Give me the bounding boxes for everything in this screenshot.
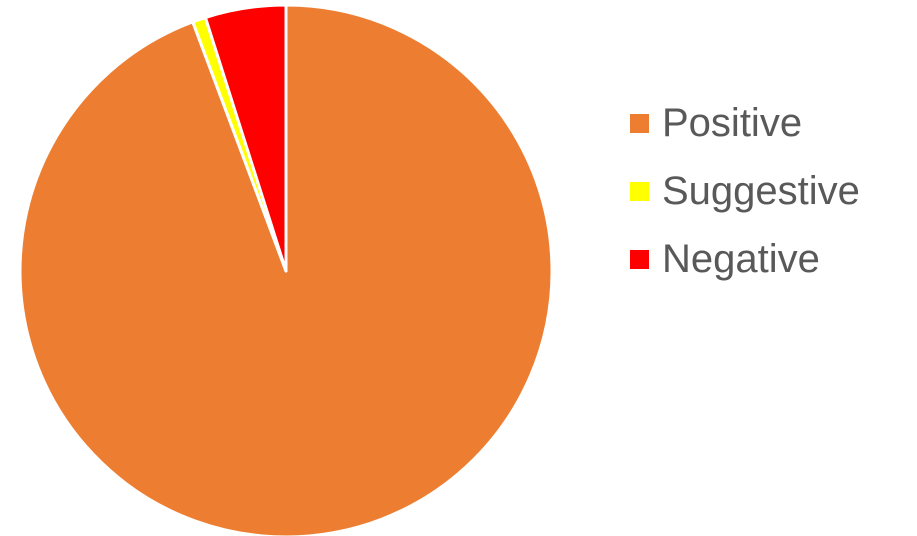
legend-swatch-suggestive (630, 181, 649, 201)
legend-item-positive: Positive (630, 100, 860, 146)
legend-label-suggestive: Suggestive (662, 169, 860, 213)
legend-swatch-positive (630, 113, 649, 133)
chart-legend: Positive Suggestive Negative (630, 100, 860, 282)
legend-item-suggestive: Suggestive (630, 168, 860, 214)
legend-label-negative: Negative (662, 237, 820, 281)
legend-swatch-negative (630, 249, 649, 269)
pie-slice-negative (203, 3, 288, 273)
legend-label-positive: Positive (662, 101, 803, 145)
legend-item-negative: Negative (630, 236, 860, 282)
pie-slices (18, 3, 554, 536)
